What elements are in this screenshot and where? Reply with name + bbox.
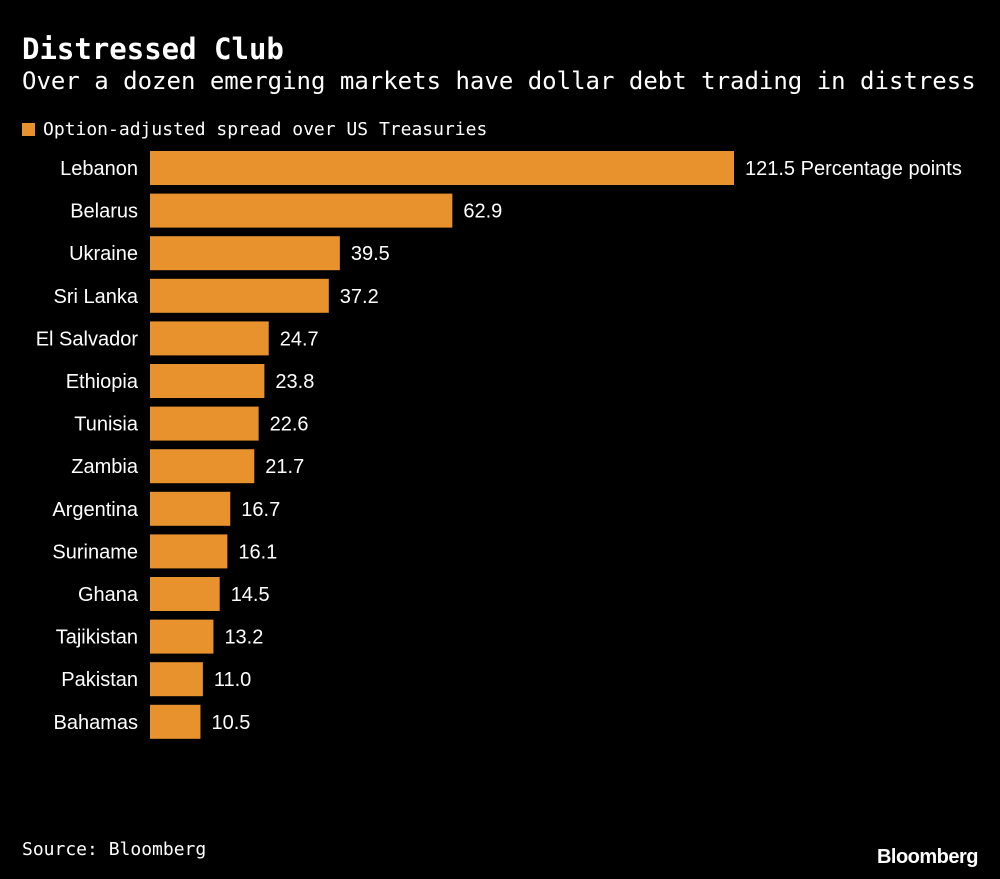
legend-label: Option-adjusted spread over US Treasurie… (43, 118, 488, 140)
category-label: Ethiopia (66, 371, 139, 393)
value-label: 14.5 (231, 584, 270, 606)
bar (150, 449, 255, 484)
value-label: 24.7 (280, 328, 319, 350)
bar (150, 534, 228, 569)
value-label: 22.6 (270, 414, 309, 436)
bar (150, 619, 214, 654)
bloomberg-logo: Bloomberg (876, 846, 979, 868)
category-label: Zambia (71, 456, 139, 478)
category-label: Ukraine (69, 243, 138, 265)
bar (150, 151, 734, 185)
category-label: Bahamas (54, 712, 139, 734)
value-label: 37.2 (340, 286, 379, 308)
bar (150, 704, 201, 739)
category-label: Ghana (78, 584, 139, 606)
category-label: Pakistan (61, 669, 138, 691)
category-label: Tajikistan (56, 627, 138, 649)
value-label: 21.7 (265, 456, 304, 478)
category-label: El Salvador (36, 328, 139, 350)
value-label: 10.5 (211, 712, 250, 734)
category-label: Belarus (70, 201, 138, 223)
bar (150, 321, 269, 356)
value-label: 11.0 (214, 669, 251, 691)
chart-subtitle: Over a dozen emerging markets have dolla… (22, 67, 976, 95)
chart-title: Distressed Club (22, 32, 284, 66)
bar (150, 577, 220, 611)
category-label: Argentina (52, 499, 138, 521)
legend-swatch (22, 122, 35, 136)
value-label: 39.5 (351, 243, 390, 265)
bar (150, 278, 329, 313)
source-note: Source: Bloomberg (22, 839, 207, 860)
category-label: Lebanon (60, 158, 138, 180)
legend: Option-adjusted spread over US Treasurie… (22, 116, 487, 142)
bar (150, 193, 453, 228)
value-label: 16.7 (241, 499, 280, 521)
value-label: 121.5 Percentage points (745, 158, 962, 180)
bar (150, 491, 231, 526)
value-label: 23.8 (275, 371, 314, 393)
bar (150, 406, 259, 441)
category-label: Suriname (52, 541, 138, 563)
bar (150, 662, 203, 697)
category-label: Tunisia (74, 414, 139, 436)
bar (150, 236, 340, 271)
category-label: Sri Lanka (54, 286, 139, 308)
value-label: 16.1 (238, 541, 277, 563)
bar (150, 364, 265, 398)
value-label: 62.9 (463, 201, 502, 223)
value-label: 13.2 (224, 627, 263, 649)
